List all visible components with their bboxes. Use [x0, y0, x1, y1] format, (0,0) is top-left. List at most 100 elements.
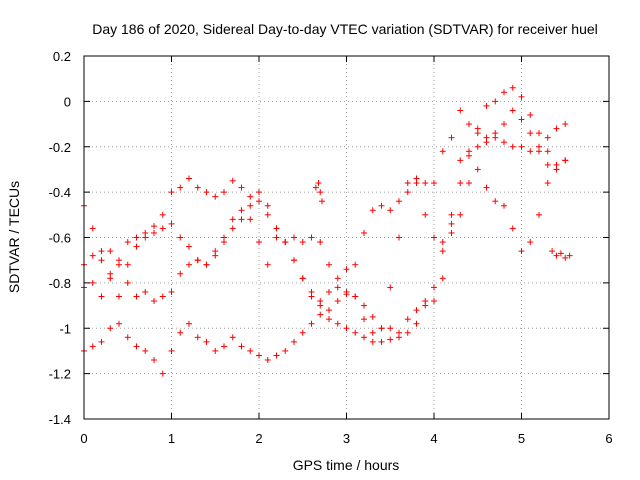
data-point [89, 279, 96, 286]
data-point [334, 320, 341, 327]
data-point [194, 334, 201, 341]
data-point [413, 175, 420, 182]
data-point [326, 288, 332, 295]
y-tick-label: -0.2 [49, 140, 71, 155]
data-point [457, 107, 464, 114]
data-point [229, 225, 236, 232]
data-point [124, 261, 131, 268]
data-point [159, 225, 166, 232]
y-tick-label: -1.4 [49, 412, 71, 427]
data-point [133, 243, 140, 250]
data-point [238, 343, 245, 350]
data-point [177, 329, 184, 336]
data-point [273, 225, 280, 232]
data-point [422, 211, 429, 218]
data-point [238, 216, 245, 223]
x-tick-label: 4 [430, 431, 437, 446]
data-point [315, 180, 322, 187]
data-point [133, 343, 140, 350]
y-tick-label: -0.8 [49, 276, 71, 291]
data-point [566, 252, 573, 259]
data-point [282, 239, 289, 246]
data-point [404, 329, 411, 336]
data-point [273, 352, 280, 359]
data-point [431, 234, 437, 241]
data-point [151, 357, 157, 364]
data-point [448, 229, 455, 236]
data-point [229, 216, 236, 223]
data-point [177, 184, 184, 191]
data-point [474, 125, 481, 132]
data-point [536, 148, 542, 155]
data-point [509, 84, 516, 91]
y-tick-label: -0.4 [49, 185, 71, 200]
data-point [361, 302, 367, 309]
data-point [501, 202, 507, 209]
data-point [562, 121, 569, 128]
data-point [291, 338, 297, 345]
data-point [544, 148, 551, 155]
data-point [186, 243, 192, 250]
data-point [549, 248, 556, 255]
data-point [369, 207, 376, 214]
data-point [334, 284, 341, 291]
data-point [413, 320, 420, 327]
data-point [151, 223, 157, 230]
data-point [501, 121, 507, 128]
y-tick-label: 0 [64, 94, 71, 109]
data-point [343, 325, 350, 332]
data-point [116, 257, 122, 264]
data-point [221, 189, 227, 196]
data-point [264, 202, 271, 209]
data-point [312, 184, 319, 191]
x-axis-label: GPS time / hours [293, 457, 400, 473]
data-point [177, 270, 184, 277]
data-point [107, 248, 114, 255]
x-tick-label: 5 [518, 431, 525, 446]
data-point [527, 148, 534, 155]
data-point [326, 316, 332, 323]
data-point [501, 89, 507, 96]
data-point [168, 189, 175, 196]
data-point [387, 336, 394, 343]
data-point [203, 338, 210, 345]
data-point [544, 180, 551, 187]
data-point [387, 207, 394, 214]
data-point [159, 211, 166, 218]
data-point [378, 202, 385, 209]
data-point [221, 343, 227, 350]
data-point [159, 293, 166, 300]
data-point [194, 184, 201, 191]
data-point [194, 257, 201, 264]
data-point [492, 130, 499, 137]
data-point [116, 293, 122, 300]
data-point [124, 239, 131, 246]
data-point [352, 293, 359, 300]
data-point [142, 288, 149, 295]
data-point [264, 211, 271, 218]
data-point [527, 130, 534, 137]
data-point [343, 288, 350, 295]
data-point [124, 279, 131, 286]
data-point [413, 307, 420, 314]
data-point [431, 284, 437, 291]
data-point [177, 234, 184, 241]
data-point [168, 220, 175, 227]
data-point [557, 250, 564, 257]
data-point [536, 211, 542, 218]
chart-title: Day 186 of 2020, Sidereal Day-to-day VTE… [92, 21, 598, 37]
data-point [501, 139, 507, 146]
data-point [247, 347, 254, 354]
data-point [212, 193, 219, 200]
data-point [308, 234, 315, 241]
data-point [317, 239, 324, 246]
data-point [151, 298, 157, 305]
data-point [553, 166, 560, 173]
data-point [483, 102, 490, 109]
data-point [378, 325, 385, 332]
data-point [98, 293, 105, 300]
data-point [203, 261, 210, 268]
data-point [159, 370, 166, 377]
data-point [431, 180, 437, 187]
